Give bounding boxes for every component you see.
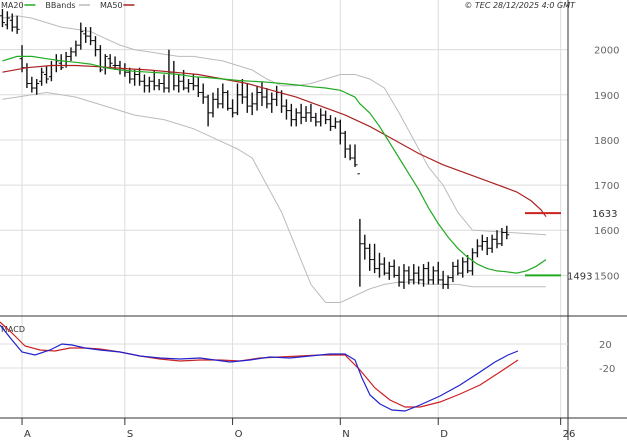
x-tick-label: N [342, 429, 349, 440]
copyright-text: © TEC 28/12/2025 4:0 GMT [464, 1, 576, 10]
macd-tick-label: 20 [599, 340, 612, 351]
legend-label: BBands [45, 1, 75, 10]
x-tick-label: 26 [563, 429, 576, 440]
ma50-line [2, 64, 547, 218]
macd-line [0, 324, 519, 412]
macd-tick-label: -20 [599, 364, 615, 375]
legend-label: MA20 [1, 1, 24, 10]
price-tag-label: 1633 [592, 209, 617, 220]
y-tick-label: 1900 [594, 91, 619, 102]
y-tick-label: 1500 [594, 271, 619, 282]
macd-signal-line [0, 321, 519, 408]
x-tick-label: S [127, 429, 133, 440]
x-tick-label: A [24, 429, 31, 440]
price-tag-label: 1493 [567, 271, 592, 282]
x-tick-label: O [235, 429, 243, 440]
bollinger-upper-line [2, 15, 547, 236]
y-tick-label: 1800 [594, 136, 619, 147]
y-tick-label: 2000 [594, 46, 619, 57]
x-tick-label: D [440, 429, 448, 440]
macd-title: MACD [1, 325, 25, 334]
ma20-line [2, 55, 547, 274]
legend-label: MA50 [100, 1, 123, 10]
bollinger-lower-line [2, 91, 546, 303]
y-tick-label: 1600 [594, 226, 619, 237]
y-tick-label: 1700 [594, 181, 619, 192]
